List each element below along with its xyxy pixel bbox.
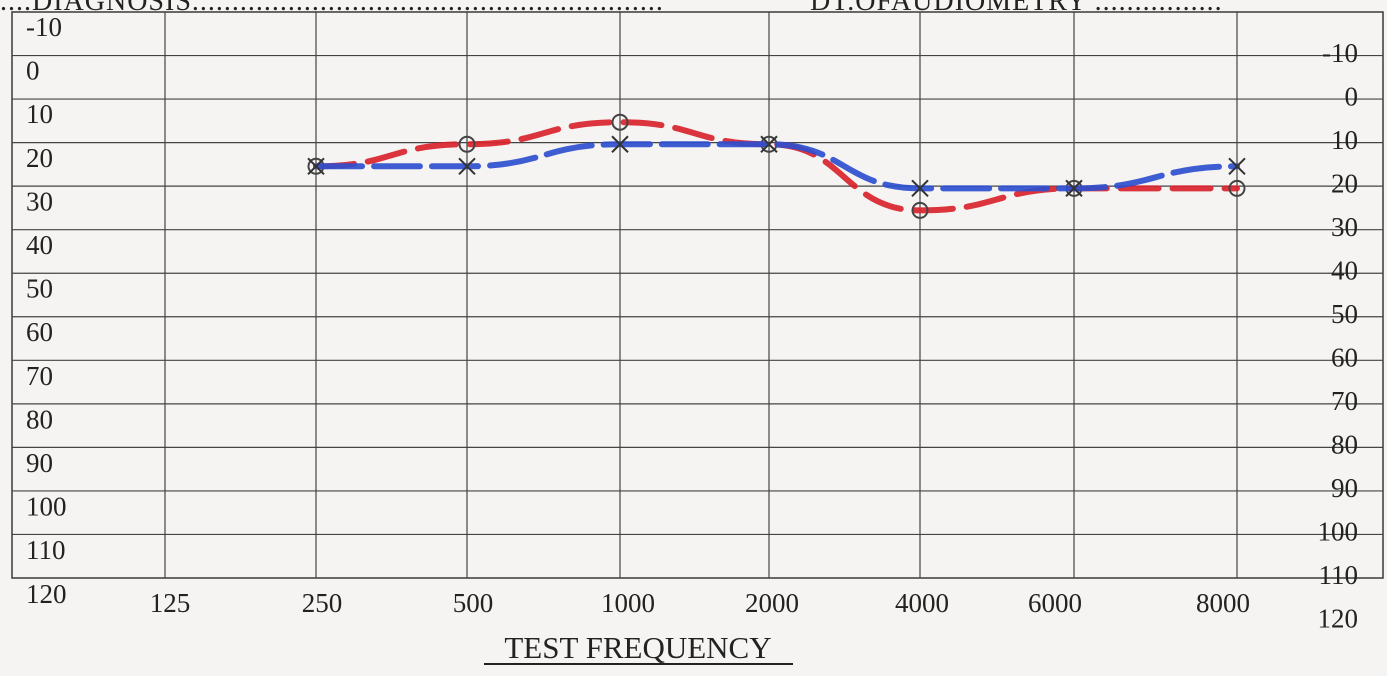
x-tick-500: 500 — [453, 588, 494, 618]
y-tick-left-10: -10 — [26, 12, 62, 42]
x-axis-label: TEST FREQUENCY — [504, 630, 771, 665]
x-tick-250: 250 — [302, 588, 343, 618]
y-tick-right-30: 30 — [1331, 212, 1358, 242]
series-2-point-1000 — [611, 135, 629, 153]
y-tick-left-110: 110 — [26, 535, 66, 565]
y-tick-left-120: 120 — [26, 579, 67, 609]
series-2-point-500 — [458, 157, 476, 176]
series-1-point-8000 — [1228, 179, 1246, 197]
x-tick-8000: 8000 — [1196, 588, 1250, 618]
y-tick-right-40: 40 — [1331, 256, 1358, 286]
cross-stroke — [760, 135, 778, 153]
x-tick-125: 125 — [150, 588, 191, 618]
cross-stroke — [307, 157, 325, 176]
y-tick-left-40: 40 — [26, 230, 53, 260]
y-tick-right-60: 60 — [1331, 343, 1358, 373]
series-2-point-4000 — [911, 179, 929, 198]
series-1-point-1000 — [611, 113, 629, 131]
chart-frame — [11, 11, 1384, 579]
series-2-point-6000 — [1065, 179, 1083, 198]
y-tick-left-50: 50 — [26, 274, 53, 304]
y-tick-right-10: 10 — [1331, 125, 1358, 155]
y-axis-left: -10 0 10 20 30 40 50 60 70 80 90 100 110 120 — [26, 12, 67, 609]
series-1-point-500 — [458, 135, 476, 153]
y-axis-right: -10 0 10 20 30 40 50 60 70 80 90 100 110 120 — [1318, 38, 1359, 634]
x-tick-6000: 6000 — [1028, 588, 1082, 618]
y-tick-right-50: 50 — [1331, 299, 1358, 329]
y-tick-left-60: 60 — [26, 317, 53, 347]
y-tick-left-70: 70 — [26, 361, 53, 391]
y-tick-right-90: 90 — [1331, 473, 1358, 503]
y-tick-left-80: 80 — [26, 404, 53, 434]
series-1-point-4000 — [911, 201, 929, 219]
y-tick-right-80: 80 — [1331, 430, 1358, 460]
cross-stroke — [458, 157, 476, 176]
series-2-point-8000 — [1228, 157, 1246, 176]
y-tick-left-10: 10 — [26, 99, 53, 129]
cross-stroke — [911, 179, 929, 198]
y-tick-left-100: 100 — [26, 492, 67, 522]
x-tick-2000: 2000 — [745, 588, 799, 618]
y-tick-right-120: 120 — [1318, 604, 1359, 634]
cross-stroke — [1065, 179, 1083, 198]
x-tick-1000: 1000 — [601, 588, 655, 618]
y-tick-right-100: 100 — [1318, 517, 1359, 547]
y-tick-right-20: 20 — [1331, 169, 1358, 199]
y-tick-left-30: 30 — [26, 186, 53, 216]
y-tick-right-10: -10 — [1322, 38, 1358, 68]
x-axis: 125 250 500 1000 2000 4000 6000 8000 — [150, 588, 1250, 618]
series-2-point-2000 — [760, 135, 778, 153]
series-2-point-250 — [307, 157, 325, 176]
chart-grid — [11, 11, 1384, 579]
cross-stroke — [1228, 157, 1246, 176]
y-tick-right-70: 70 — [1331, 386, 1358, 416]
cross-stroke — [611, 135, 629, 153]
y-tick-right-0: 0 — [1345, 82, 1359, 112]
y-tick-left-90: 90 — [26, 448, 53, 478]
y-tick-left-0: 0 — [26, 56, 40, 86]
y-tick-right-110: 110 — [1319, 560, 1359, 590]
chart-series — [307, 113, 1246, 219]
y-tick-left-20: 20 — [26, 143, 53, 173]
x-tick-4000: 4000 — [895, 588, 949, 618]
